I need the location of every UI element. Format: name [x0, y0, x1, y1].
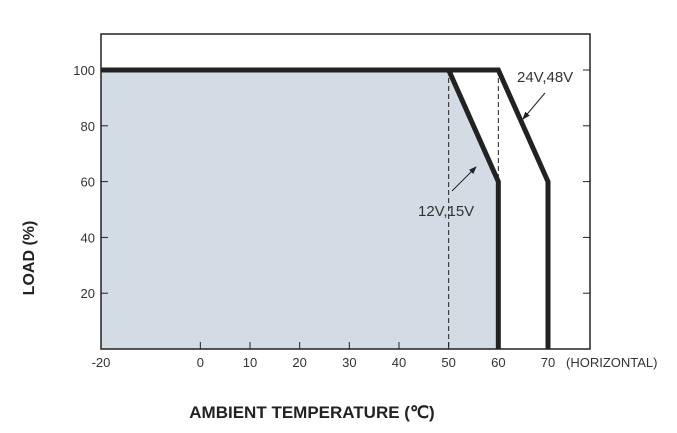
y-tick-label: 100 — [73, 63, 95, 78]
y-tick-label: 80 — [81, 119, 95, 134]
y-tick-label: 60 — [81, 175, 95, 190]
x-tick-label: 30 — [342, 355, 356, 370]
y-axis-title: LOAD (%) — [21, 221, 38, 296]
axis-ticks: -20 0 10 20 30 40 50 60 70 20 40 60 80 100 — [73, 63, 590, 370]
x-tick-label: 50 — [441, 355, 455, 370]
fill-area — [101, 70, 499, 349]
y-tick-label: 20 — [81, 286, 95, 301]
frame — [100, 33, 591, 350]
x-tick-label: 40 — [392, 355, 406, 370]
derating-curves — [101, 67, 551, 349]
y-tick-label: 40 — [81, 230, 95, 245]
x-axis-title: AMBIENT TEMPERATURE (℃) — [189, 403, 434, 422]
series-line — [101, 67, 551, 349]
x-tick-label: 60 — [491, 355, 505, 370]
safe-operating-area — [101, 70, 499, 349]
x-axis-note: (HORIZONTAL) — [566, 355, 657, 370]
plot-frame — [100, 33, 591, 350]
x-tick-label: -20 — [92, 355, 111, 370]
annotation-24v-48v: 24V,48V — [517, 69, 573, 86]
annotations: 12V,15V 24V,48V — [418, 69, 573, 220]
x-tick-label: 20 — [292, 355, 306, 370]
x-tick-label: 70 — [541, 355, 555, 370]
x-tick-label: 10 — [243, 355, 257, 370]
x-tick-label: 0 — [197, 355, 204, 370]
annotation-12v-15v: 12V,15V — [418, 203, 474, 220]
